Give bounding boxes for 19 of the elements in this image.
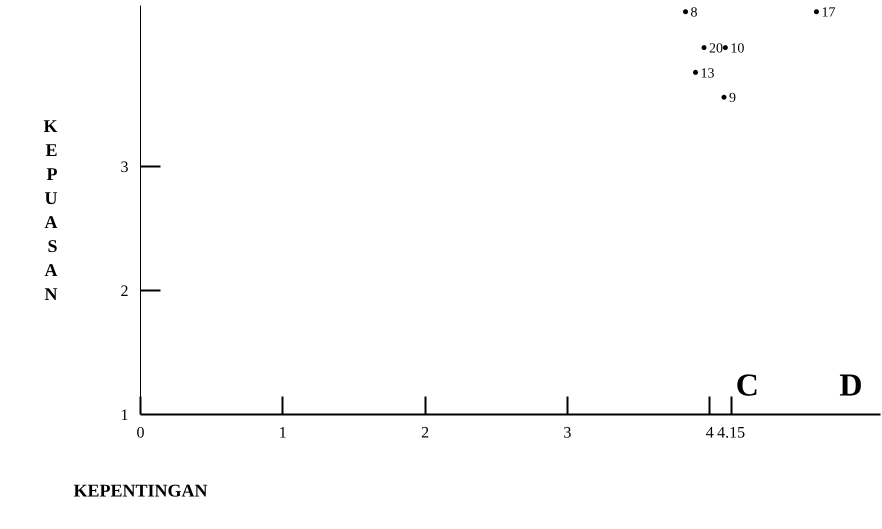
annotation: 8 — [690, 6, 698, 21]
annotation: 17 — [821, 6, 836, 21]
x-tick-label: 0 — [136, 424, 144, 442]
annotation: 13 — [700, 66, 714, 82]
x-tick-label: 1 — [278, 424, 287, 442]
annotation: 9 — [728, 91, 736, 106]
y-tick-label: 1 — [120, 407, 128, 424]
annotation: C — [736, 366, 759, 402]
y-axis-title: KEPUASAN — [44, 116, 58, 304]
x-tick-label: 3 — [563, 424, 572, 442]
x-tick-label: 2 — [421, 424, 430, 442]
annotation: D — [839, 366, 862, 402]
x-axis-title: KEPENTINGAN — [73, 480, 208, 500]
annotation: 20 — [709, 42, 724, 57]
y-tick-label: 2 — [120, 283, 128, 300]
x-tick-label: 4 — [706, 424, 714, 442]
y-tick-label: 3 — [120, 159, 128, 176]
annotation: 10 — [730, 42, 744, 57]
x-tick-label: 4.15 — [717, 424, 746, 442]
